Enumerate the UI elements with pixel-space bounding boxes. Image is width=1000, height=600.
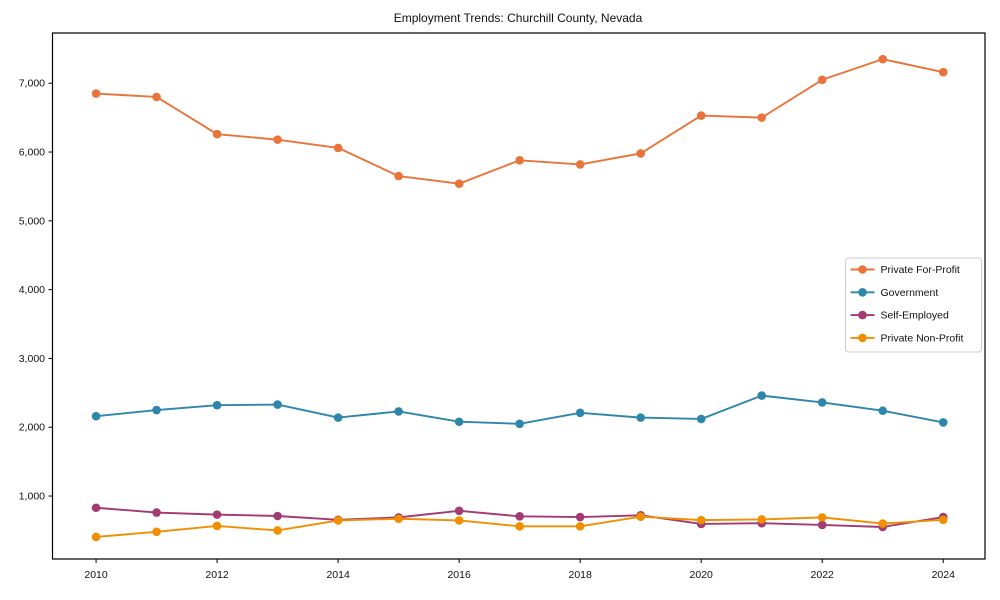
series-government bbox=[91, 391, 948, 429]
y-tick-label: 4,000 bbox=[19, 284, 45, 296]
legend-item: Private For-Profit bbox=[850, 264, 960, 276]
y-tick-label: 6,000 bbox=[19, 147, 45, 159]
data-point bbox=[575, 522, 585, 531]
data-point bbox=[394, 407, 403, 416]
data-point bbox=[152, 508, 161, 517]
data-point bbox=[152, 405, 161, 415]
data-point bbox=[454, 506, 464, 516]
axes-layer: 1,000 2,000 3,000 4,000 5,000 6,000 7,000 2010 2… bbox=[19, 78, 955, 581]
x-tick-label: 2020 bbox=[690, 569, 714, 581]
data-point bbox=[273, 526, 282, 535]
data-point bbox=[757, 515, 767, 524]
series-private-non-profit bbox=[91, 512, 948, 542]
series-layer bbox=[91, 54, 948, 542]
x-tick-label: 2016 bbox=[447, 569, 471, 581]
chart-title: Employment Trends: Churchill County, Nev… bbox=[394, 11, 643, 25]
data-point bbox=[333, 516, 343, 525]
data-point bbox=[394, 171, 403, 181]
x-tick-label: 2010 bbox=[84, 569, 108, 581]
data-point bbox=[575, 512, 585, 522]
data-point bbox=[696, 515, 706, 525]
x-tick-label: 2018 bbox=[568, 569, 592, 581]
legend-marker-dot bbox=[858, 265, 867, 274]
data-point bbox=[817, 513, 827, 522]
data-point bbox=[636, 149, 645, 158]
data-point bbox=[636, 413, 645, 422]
data-point bbox=[273, 135, 282, 144]
data-point bbox=[91, 503, 101, 513]
data-point bbox=[515, 512, 524, 521]
data-point bbox=[394, 514, 403, 524]
x-tick-label: 2024 bbox=[932, 569, 956, 581]
data-point bbox=[757, 113, 767, 122]
data-point bbox=[454, 417, 464, 427]
data-point bbox=[212, 129, 222, 139]
data-point bbox=[273, 511, 282, 521]
legend-item: Private Non-Profit bbox=[850, 332, 964, 344]
data-point bbox=[938, 515, 948, 525]
x-tick-label: 2022 bbox=[811, 569, 835, 581]
legend-item-label: Private For-Profit bbox=[881, 264, 960, 276]
data-point bbox=[575, 160, 585, 169]
data-point bbox=[757, 391, 767, 400]
data-point bbox=[91, 532, 101, 542]
data-point bbox=[152, 527, 161, 537]
data-point bbox=[333, 143, 343, 153]
legend-item-label: Private Non-Profit bbox=[881, 332, 964, 344]
data-point bbox=[212, 400, 222, 410]
legend: Private For-Profit Government Self-Employe… bbox=[845, 257, 982, 353]
data-point bbox=[696, 414, 706, 424]
data-point bbox=[91, 411, 101, 421]
data-point bbox=[515, 522, 524, 531]
legend-marker-dot bbox=[858, 310, 867, 320]
data-point bbox=[817, 398, 827, 407]
legend-marker-dot bbox=[858, 333, 867, 343]
data-point bbox=[575, 408, 585, 418]
legend-item-label: Self-Employed bbox=[881, 310, 949, 322]
legend-item-label: Government bbox=[881, 287, 939, 299]
plot-frame bbox=[51, 32, 986, 560]
series-line bbox=[96, 58, 944, 185]
x-tick-label: 2014 bbox=[326, 569, 350, 581]
data-point bbox=[878, 519, 888, 528]
y-tick-label: 5,000 bbox=[19, 215, 45, 227]
data-point bbox=[454, 179, 464, 188]
data-point bbox=[212, 521, 222, 531]
data-point bbox=[515, 419, 524, 429]
data-point bbox=[696, 111, 706, 120]
data-point bbox=[91, 89, 101, 98]
data-point bbox=[152, 92, 161, 102]
plot-frame-rect bbox=[51, 32, 986, 560]
legend-item: Self-Employed bbox=[850, 310, 949, 322]
x-tick-label: 2012 bbox=[205, 569, 229, 581]
data-point bbox=[878, 54, 888, 64]
y-tick-label: 1,000 bbox=[19, 491, 45, 503]
data-point bbox=[817, 75, 827, 85]
data-point bbox=[817, 520, 827, 530]
data-point bbox=[515, 155, 524, 165]
y-tick-label: 3,000 bbox=[19, 353, 45, 365]
data-point bbox=[938, 67, 948, 77]
y-tick-label: 2,000 bbox=[19, 422, 45, 434]
legend-item: Government bbox=[850, 287, 939, 299]
data-point bbox=[938, 418, 948, 427]
data-point bbox=[454, 516, 464, 525]
data-point bbox=[273, 400, 282, 409]
data-point bbox=[878, 406, 888, 416]
y-tick-label: 7,000 bbox=[19, 78, 45, 90]
data-point bbox=[212, 510, 222, 519]
series-private-for-profit bbox=[91, 54, 948, 188]
legend-marker-dot bbox=[858, 288, 867, 297]
data-point bbox=[333, 413, 343, 422]
data-point bbox=[636, 512, 645, 521]
legend-box bbox=[845, 257, 982, 353]
